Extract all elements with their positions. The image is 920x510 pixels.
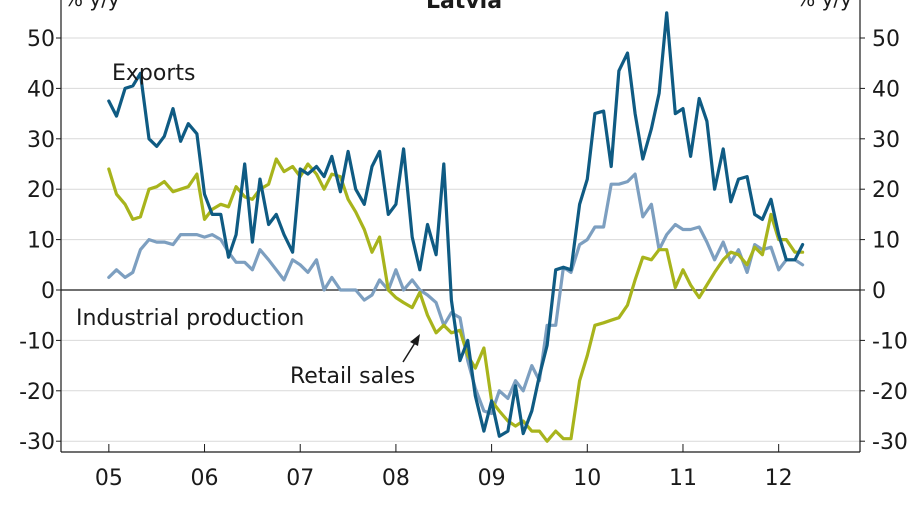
- series-line-retail-sales: [107, 157, 805, 443]
- y-tick-label-left: 50: [27, 27, 55, 52]
- x-axis-ticks: 05 06 07 08 09 10 11 12: [95, 444, 793, 491]
- y-tick-label-right: -10: [872, 329, 908, 354]
- y-axis-right-ticks: 50 40 30 20 10 0 -10 -20 -30: [860, 27, 908, 455]
- y-tick-label-left: -20: [19, 380, 55, 405]
- chart-title: Latvia: [426, 0, 502, 14]
- x-tick-label: 09: [478, 466, 506, 491]
- y-tick-label-right: 10: [872, 229, 900, 254]
- y-axis-left-ticks: 50 40 30 20 10 0 -10 -20 -30: [19, 27, 61, 455]
- axes: [60, 0, 861, 453]
- y-tick-label-right: 20: [872, 178, 900, 203]
- x-tick-label: 06: [191, 466, 219, 491]
- retail-sales-pointer-arrowhead: [410, 334, 420, 346]
- y-tick-label-right: 30: [872, 128, 900, 153]
- gridlines: [61, 37, 860, 442]
- y-tick-label-right: 40: [872, 77, 900, 102]
- series-layer: [107, 11, 805, 443]
- industrial-production-annotation: Industrial production: [76, 306, 304, 331]
- y-tick-label-left: 40: [27, 77, 55, 102]
- series-line-industrial-production: [107, 172, 805, 416]
- y-tick-label-right: -30: [872, 430, 908, 455]
- x-tick-label: 10: [573, 466, 601, 491]
- retail-sales-annotation: Retail sales: [290, 364, 415, 389]
- y-axis-left-unit: % y/y: [64, 0, 120, 11]
- y-tick-label-left: 20: [27, 178, 55, 203]
- y-tick-label-left: 10: [27, 229, 55, 254]
- series-line-exports: [107, 11, 805, 438]
- y-tick-label-left: 0: [41, 279, 55, 304]
- x-tick-label: 05: [95, 466, 123, 491]
- y-tick-label-right: 50: [872, 27, 900, 52]
- exports-annotation: Exports: [112, 61, 195, 86]
- x-tick-label: 07: [286, 466, 314, 491]
- y-tick-label-left: 30: [27, 128, 55, 153]
- y-tick-label-left: -10: [19, 329, 55, 354]
- y-tick-label-right: -20: [872, 380, 908, 405]
- y-tick-label-left: -30: [19, 430, 55, 455]
- x-tick-label: 08: [382, 466, 410, 491]
- y-tick-label-right: 0: [872, 279, 886, 304]
- x-tick-label: 11: [669, 466, 697, 491]
- y-axis-right-unit: % y/y: [796, 0, 852, 11]
- x-tick-label: 12: [765, 466, 793, 491]
